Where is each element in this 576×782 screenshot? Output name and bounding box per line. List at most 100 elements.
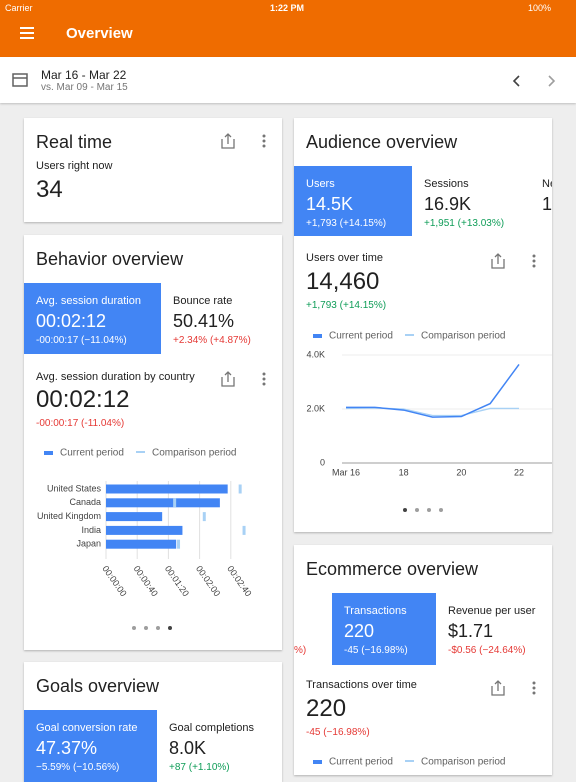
share-icon[interactable] (221, 371, 235, 387)
more-icon (262, 372, 266, 376)
tile-value: $1.71 (448, 621, 494, 641)
x-tick-label: 00:01:20 (163, 564, 191, 598)
series-line (346, 364, 520, 418)
chart-change: -00:00:17 (-11.04%) (36, 418, 125, 429)
share-icon[interactable] (221, 133, 235, 149)
legend-swatch (44, 451, 53, 455)
prev-button[interactable] (512, 75, 520, 87)
page-dot (415, 508, 419, 512)
metric-tile[interactable]: Users 14.5K +1,793 (+14.15%) (294, 166, 412, 236)
bar (106, 539, 177, 549)
tile-value: 47.37% (36, 738, 98, 758)
page-dot (132, 626, 136, 630)
metric-value: 34 (36, 176, 63, 203)
more-icon (532, 254, 536, 258)
page-dot (439, 508, 443, 512)
more-icon (532, 681, 536, 685)
metric-tile[interactable]: %) (294, 593, 332, 665)
metric-tile[interactable]: Avg. session duration 00:02:12 -00:00:17… (24, 283, 161, 354)
more-icon (262, 382, 266, 386)
legend-swatch (313, 334, 322, 338)
comparison-marker (202, 512, 206, 522)
y-tick-label: Canada (69, 497, 101, 507)
date-bar (0, 57, 576, 103)
tile-change: +1,793 (+14.15%) (306, 218, 387, 229)
page-dot (403, 508, 407, 512)
metric-tile[interactable]: Revenue per user $1.71 -$0.56 (−24.64%) (436, 593, 552, 665)
tile-label: Avg. session duration (36, 295, 141, 307)
tile-value: 50.41% (173, 311, 235, 331)
menu-icon[interactable] (20, 27, 34, 39)
tile-value: 1 (542, 194, 552, 214)
next-button[interactable] (548, 75, 556, 87)
tile-label: Revenue per user (448, 605, 536, 617)
x-tick-label: 22 (514, 467, 524, 477)
more-icon (262, 377, 266, 381)
real-time-card[interactable]: Real time Users right now 34 (24, 118, 282, 222)
y-tick-label: 4.0K (306, 349, 325, 359)
page-dot (144, 626, 148, 630)
metric-tile[interactable]: Bounce rate 50.41% +2.34% (+4.87%) (161, 283, 282, 354)
behavior-card[interactable]: Behavior overview Avg. session duration … (24, 235, 282, 650)
more-icon (262, 134, 266, 138)
card-title: Goals overview (36, 676, 160, 696)
page-dot (427, 508, 431, 512)
carrier: Carrier (5, 3, 33, 13)
date-comparison: vs. Mar 09 - Mar 15 (41, 82, 128, 93)
y-tick-label: 0 (320, 457, 325, 467)
metric-tile[interactable]: Ne 1 (530, 166, 552, 236)
x-tick-label: 00:02:40 (225, 564, 253, 598)
tile-change: -$0.56 (−24.64%) (448, 645, 526, 656)
tile-label: Sessions (424, 178, 469, 190)
share-icon[interactable] (491, 680, 505, 696)
legend-label: Current period (329, 757, 393, 768)
ecommerce-card[interactable]: Ecommerce overview %) Transactions 220 -… (294, 545, 552, 775)
comparison-marker (238, 484, 242, 494)
tile-change: %) (294, 645, 307, 656)
x-tick-label: 00:00:00 (100, 564, 128, 598)
battery: 100% (528, 3, 552, 13)
legend-label: Comparison period (421, 331, 506, 342)
legend-label: Comparison period (421, 757, 506, 768)
tile-change: +2.34% (+4.87%) (173, 335, 251, 346)
goals-card[interactable]: Goals overview Goal conversion rate 47.3… (24, 662, 282, 782)
bar (106, 484, 228, 494)
calendar-icon[interactable] (12, 73, 28, 87)
date-current[interactable]: Mar 16 - Mar 22 (41, 68, 127, 82)
bar (106, 498, 220, 508)
y-tick-label: United States (47, 483, 102, 493)
metric-tile[interactable]: Transactions 220 -45 (−16.98%) (332, 593, 436, 665)
chart-value: 00:02:12 (36, 386, 130, 413)
tile-value: 220 (344, 621, 375, 641)
chart-value: 220 (306, 695, 347, 722)
legend-swatch (405, 334, 414, 336)
x-tick-label: 18 (399, 467, 409, 477)
more-icon (532, 264, 536, 268)
legend-label: Comparison period (152, 448, 237, 459)
metric-tile[interactable]: Sessions 16.9K +1,951 (+13.03%) (412, 166, 530, 236)
y-tick-label: 2.0K (306, 403, 325, 413)
tile-change: +1,951 (+13.03%) (424, 218, 505, 229)
y-tick-label: Japan (76, 539, 101, 549)
y-tick-label: India (81, 525, 101, 535)
legend-label: Current period (60, 448, 124, 459)
tile-change: -45 (−16.98%) (344, 645, 408, 656)
share-icon[interactable] (491, 253, 505, 269)
x-tick-label: 00:02:00 (194, 564, 222, 598)
legend-swatch (313, 760, 322, 764)
clock: 1:22 PM (270, 3, 305, 13)
x-tick-label: Mar 16 (332, 467, 360, 477)
legend-swatch (405, 760, 414, 762)
more-icon (532, 686, 536, 690)
x-tick-label: 20 (456, 467, 466, 477)
x-tick-label: 00:00:40 (132, 564, 160, 598)
tile-value: 8.0K (169, 738, 207, 758)
tile-label: Transactions (344, 605, 407, 617)
more-icon (532, 259, 536, 263)
tile-label: Ne (542, 178, 552, 190)
app-bar (0, 0, 576, 57)
page-dot (156, 626, 160, 630)
card-title: Real time (36, 132, 113, 152)
